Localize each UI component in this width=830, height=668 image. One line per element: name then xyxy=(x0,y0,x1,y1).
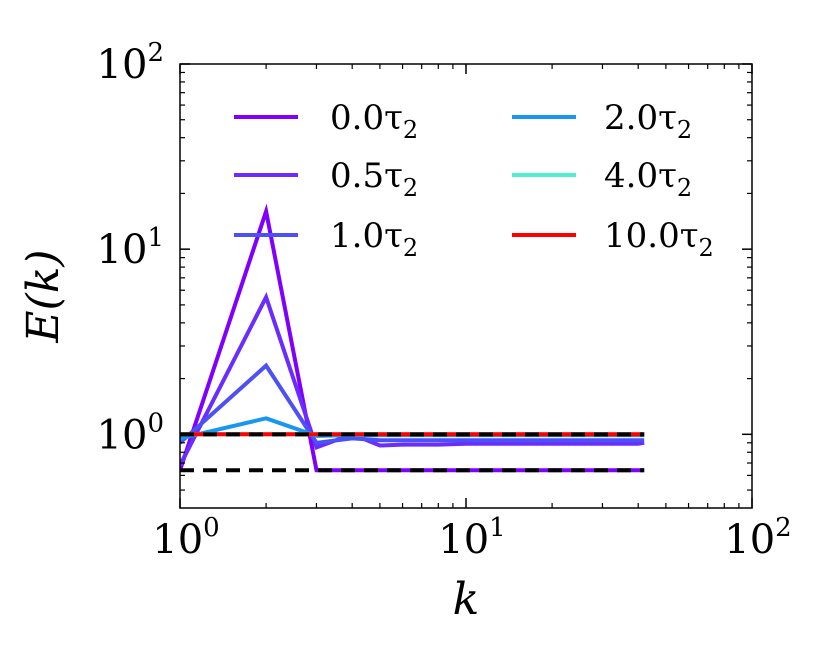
y-tick-label-1: 101 xyxy=(97,223,164,273)
y-tick-label-2: 102 xyxy=(97,38,164,88)
y-axis-label: E(k) xyxy=(18,249,69,343)
x-tick-label-0: 100 xyxy=(152,513,219,563)
legend-label-1: 0.5τ2 xyxy=(330,156,418,202)
axis-ticks: 100 101 102 100 101 102 xyxy=(97,38,792,563)
legend-label-3: 2.0τ2 xyxy=(604,98,692,144)
y-tick-label-0: 100 xyxy=(97,408,164,458)
legend-label-5: 10.0τ2 xyxy=(604,216,714,262)
x-tick-label-2: 102 xyxy=(724,513,791,563)
legend-label-0: 0.0τ2 xyxy=(330,98,418,144)
x-axis-label: k xyxy=(453,574,480,625)
legend: 0.0τ2 0.5τ2 1.0τ2 2.0τ2 4.0τ2 10.0τ2 xyxy=(234,98,714,262)
reference-lines xyxy=(180,432,645,473)
legend-label-2: 1.0τ2 xyxy=(330,216,418,262)
legend-label-4: 4.0τ2 xyxy=(604,156,692,202)
series-line-2 xyxy=(180,362,645,445)
x-tick-label-1: 101 xyxy=(438,513,505,563)
